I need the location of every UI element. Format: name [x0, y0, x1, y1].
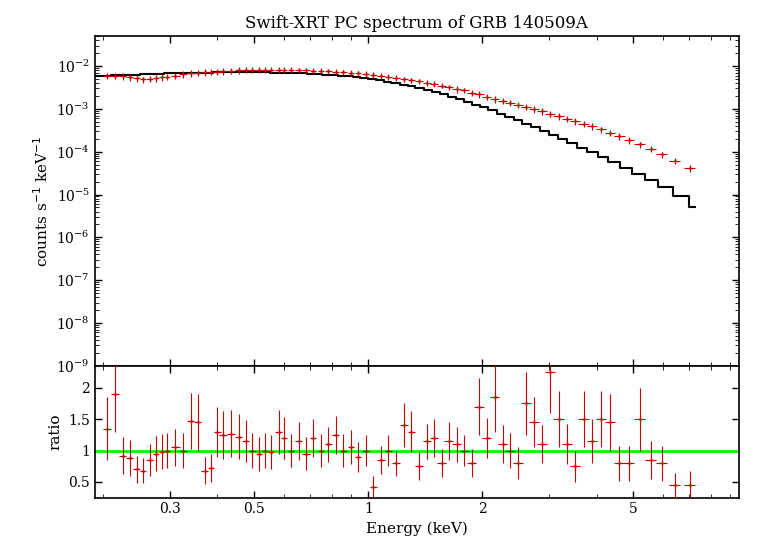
Y-axis label: counts s$^{-1}$ keV$^{-1}$: counts s$^{-1}$ keV$^{-1}$ — [32, 135, 51, 266]
Title: Swift-XRT PC spectrum of GRB 140509A: Swift-XRT PC spectrum of GRB 140509A — [246, 15, 588, 32]
Y-axis label: ratio: ratio — [49, 414, 62, 450]
X-axis label: Energy (keV): Energy (keV) — [366, 522, 468, 537]
